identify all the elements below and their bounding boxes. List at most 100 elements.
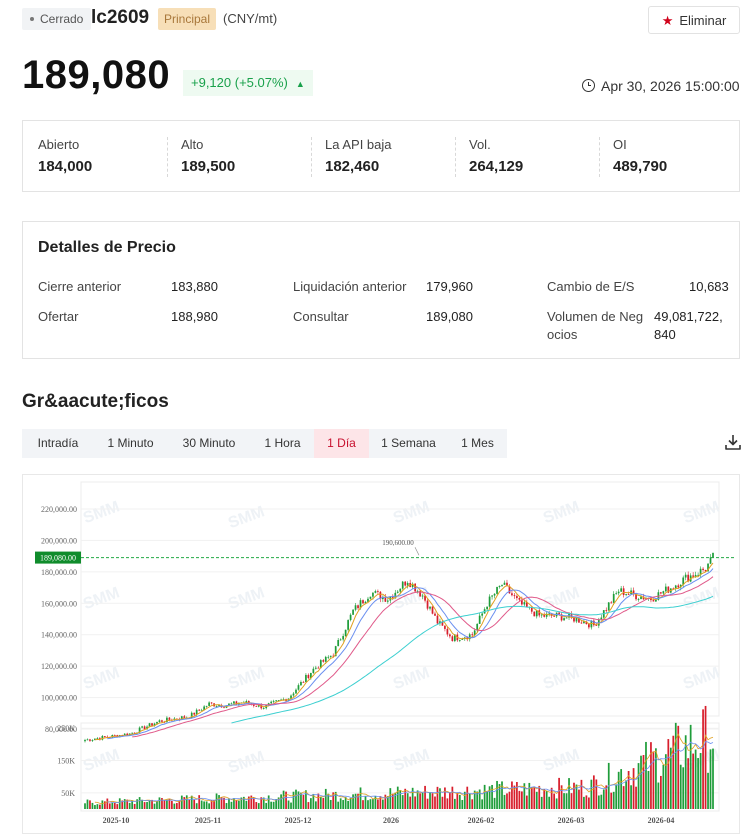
- volume-bar: [190, 795, 193, 809]
- price-chart[interactable]: SMM SMM SMM SMM SMM SMM SMM SMM SMM SMM SMM SMM SMM S…: [22, 474, 740, 834]
- candle-body: [558, 612, 560, 615]
- star-icon: ★: [661, 13, 674, 28]
- price-change: +9,120 (+5.07%) ▲: [183, 70, 313, 96]
- volume-bar: [478, 789, 481, 809]
- candle-body: [476, 623, 479, 631]
- volume-bar: [533, 786, 536, 809]
- tab-1-minute[interactable]: 1 Minuto: [107, 436, 154, 450]
- candle-body: [588, 624, 590, 628]
- stat-label: Alto: [181, 137, 204, 152]
- candle-body: [141, 726, 143, 728]
- main-contract-badge: Principal: [158, 8, 217, 30]
- divider: [167, 137, 168, 177]
- candle-body: [508, 586, 511, 594]
- tab-30-minute[interactable]: 30 Minuto: [182, 436, 236, 450]
- tab-1-week[interactable]: 1 Semana: [381, 436, 436, 450]
- candle-body: [466, 637, 469, 640]
- divider: [599, 137, 600, 177]
- volume-bar: [441, 796, 444, 809]
- candle-body: [453, 634, 456, 642]
- volume-bar: [468, 794, 471, 809]
- volume-bar: [133, 803, 136, 809]
- candle-body: [419, 591, 421, 597]
- volume-bar: [486, 791, 488, 809]
- candle-body: [312, 668, 315, 674]
- candle-body: [652, 600, 655, 602]
- stats-panel: Abierto 184,000 Alto 189,500 La API baja 18…: [22, 120, 740, 192]
- volume-bar: [215, 793, 218, 809]
- watermark: SMM: [681, 664, 722, 693]
- candle-body: [290, 695, 292, 699]
- date-axis-label: 2026: [383, 816, 399, 825]
- volume-bar: [198, 795, 201, 809]
- stat-label: Abierto: [38, 137, 80, 152]
- divider: [311, 137, 312, 177]
- volume-bar: [409, 796, 412, 809]
- volume-bar: [605, 785, 608, 809]
- volume-bar: [523, 783, 526, 809]
- volume-bar: [362, 800, 364, 809]
- volume-bar: [141, 799, 143, 809]
- candle-body: [260, 704, 263, 709]
- stat-label: OI: [613, 137, 627, 152]
- volume-bar: [277, 797, 280, 809]
- volume-bar: [225, 803, 228, 809]
- candle-body: [218, 705, 220, 707]
- candle-body: [449, 634, 451, 637]
- download-icon[interactable]: [724, 433, 742, 451]
- volume-bar: [210, 800, 213, 809]
- candle-body: [414, 583, 417, 592]
- candle-body: [664, 586, 667, 592]
- volume-bar: [250, 795, 253, 809]
- volume-bar: [458, 794, 461, 809]
- candle-body: [530, 606, 533, 612]
- candle-body: [707, 563, 709, 572]
- volume-bar: [650, 742, 652, 809]
- volume-bar: [367, 800, 369, 809]
- tab-1-month[interactable]: 1 Mes: [461, 436, 494, 450]
- detail-label: Volumen de Neg: [547, 309, 644, 324]
- volume-bar: [660, 775, 662, 809]
- candle-body: [521, 599, 523, 605]
- current-price-badge: [35, 551, 81, 564]
- volume-bar: [679, 764, 682, 809]
- volume-bar: [664, 754, 667, 809]
- volume-bar: [540, 796, 543, 809]
- volume-bar: [684, 735, 687, 809]
- detail-label: Cierre anterior: [38, 279, 122, 294]
- volume-bar: [518, 790, 521, 809]
- candle-body: [421, 595, 424, 597]
- date-axis-label: 2025-11: [195, 816, 221, 825]
- volume-bar: [252, 797, 255, 809]
- volume-bar: [501, 781, 503, 809]
- remove-watchlist-button[interactable]: ★ Eliminar: [648, 6, 740, 34]
- volume-bar: [213, 800, 215, 809]
- tab-intraday[interactable]: Intradía: [37, 436, 79, 450]
- volume-bar: [575, 784, 578, 809]
- candle-body: [126, 733, 129, 736]
- volume-bar: [240, 797, 243, 809]
- candle-body: [496, 586, 498, 594]
- candle-body: [223, 707, 225, 709]
- date-axis-label: 2026-02: [468, 816, 495, 825]
- candle-body: [416, 591, 419, 592]
- volume-bar: [476, 791, 479, 809]
- candle-body: [377, 591, 379, 592]
- tab-1-day[interactable]: 1 Día: [314, 429, 369, 458]
- watermark: SMM: [226, 584, 267, 613]
- candle-body: [503, 582, 506, 585]
- detail-label: Consultar: [293, 309, 349, 324]
- volume-bar: [89, 800, 91, 809]
- candle-body: [451, 636, 454, 642]
- tab-1-hour[interactable]: 1 Hora: [264, 436, 301, 450]
- detail-label: Liquidación anterior: [293, 279, 407, 294]
- volume-bar: [128, 802, 131, 809]
- candle-body: [148, 723, 151, 727]
- volume-bar: [585, 795, 588, 809]
- candle-body: [473, 630, 476, 636]
- candle-body: [327, 656, 330, 658]
- watermark: SMM: [681, 498, 722, 527]
- candle-body: [292, 693, 295, 696]
- volume-bar: [287, 800, 290, 809]
- volume-bar: [143, 802, 146, 809]
